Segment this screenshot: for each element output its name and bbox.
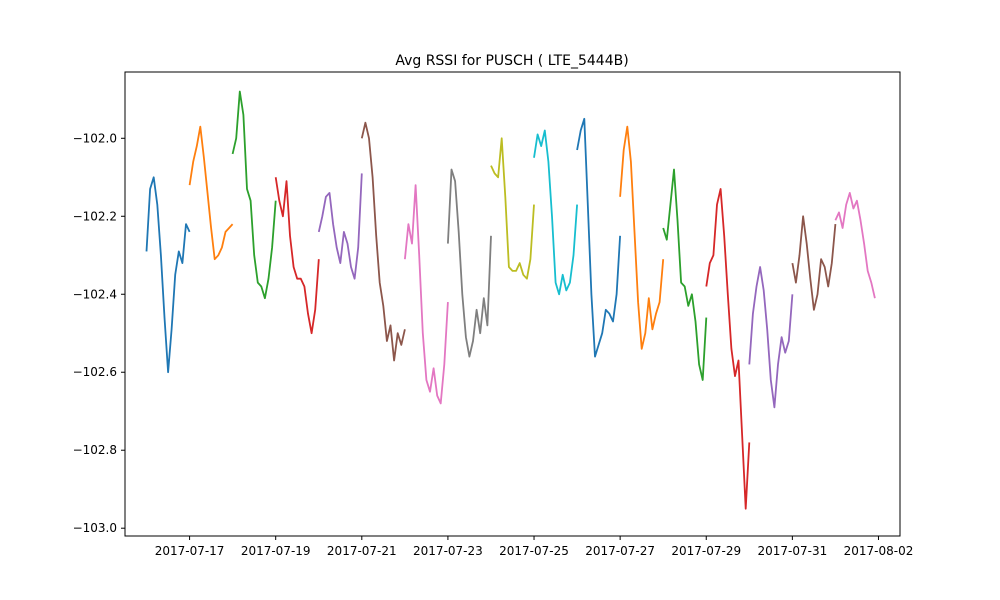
x-tick-label: 2017-07-21 bbox=[327, 544, 397, 558]
x-tick-label: 2017-07-25 bbox=[499, 544, 569, 558]
series-line-4 bbox=[274, 177, 320, 335]
x-tick-label: 2017-07-27 bbox=[585, 544, 655, 558]
x-tick-label: 2017-07-19 bbox=[241, 544, 311, 558]
series-line-13 bbox=[662, 168, 708, 381]
y-tick-label: −102.0 bbox=[73, 131, 117, 145]
x-tick-label: 2017-07-17 bbox=[155, 544, 225, 558]
series-line-6 bbox=[360, 121, 406, 362]
y-tick-label: −102.8 bbox=[73, 443, 117, 457]
series-line-10 bbox=[533, 129, 578, 296]
x-tick-label: 2017-07-29 bbox=[671, 544, 741, 558]
series-line-16 bbox=[791, 215, 837, 311]
series-line-3 bbox=[231, 90, 277, 300]
axes-layer: −103.0 −102.8 −102.6 −102.4 −102.2 −102.0 2017… bbox=[73, 131, 914, 558]
x-tick-label: 2017-07-23 bbox=[413, 544, 483, 558]
y-tick-label: −102.2 bbox=[73, 209, 117, 223]
series-layer bbox=[145, 90, 876, 510]
y-tick-label: −102.4 bbox=[73, 287, 117, 301]
x-tick-label: 2017-07-31 bbox=[757, 544, 827, 558]
series-line-1 bbox=[145, 176, 191, 374]
series-line-5 bbox=[317, 173, 363, 280]
y-tick-label: −103.0 bbox=[73, 521, 117, 535]
series-line-8 bbox=[447, 168, 492, 358]
series-line-9 bbox=[490, 137, 535, 280]
series-line-7 bbox=[404, 184, 449, 405]
y-tick-label: −102.6 bbox=[73, 365, 117, 379]
chart-title: Avg RSSI for PUSCH ( LTE_5444B) bbox=[395, 53, 628, 69]
plot-frame bbox=[124, 71, 901, 537]
series-line-12 bbox=[619, 125, 665, 350]
x-tick-label: 2017-08-02 bbox=[844, 544, 914, 558]
series-line-11 bbox=[576, 117, 621, 358]
series-line-15 bbox=[748, 266, 794, 409]
series-line-14 bbox=[705, 188, 751, 510]
series-line-17 bbox=[834, 191, 876, 299]
series-line-2 bbox=[188, 125, 234, 261]
